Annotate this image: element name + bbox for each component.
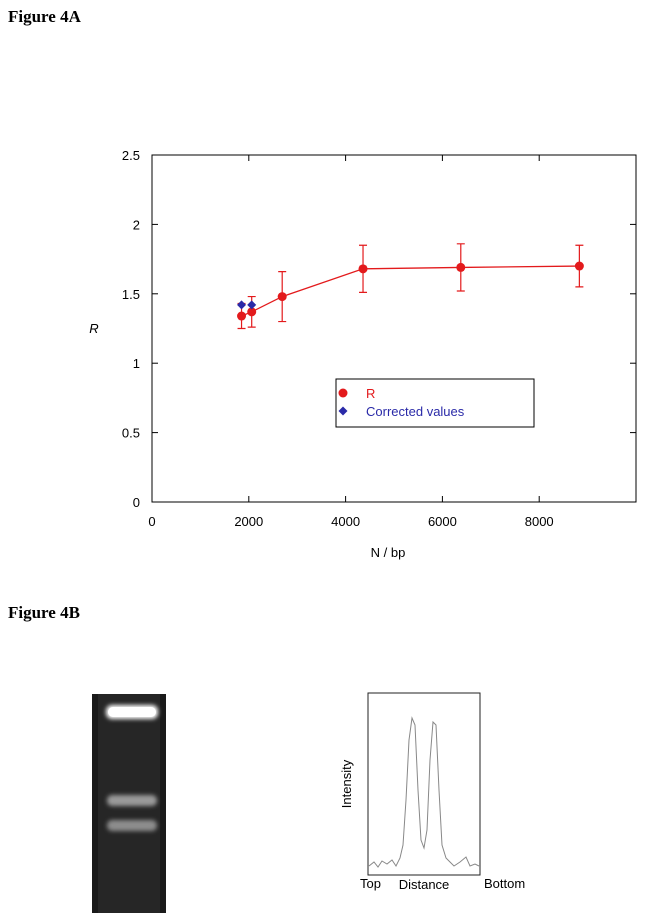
axis-end-label: Top [360,876,381,891]
figure-label: Figure 4A [8,7,82,26]
point [237,311,247,321]
point [237,300,247,310]
point [247,307,257,317]
x-tick-label: 4000 [331,514,360,529]
x-tick-label: 2000 [234,514,263,529]
chart: 0 0.5 1 1.5 2 2.5 0 2000 4000 6000 8000 R N / bp R Cor… [89,148,637,560]
x-axis-label: N / bp [371,545,406,560]
y-axis-label: Intensity [339,759,354,808]
point [456,262,466,272]
plot-frame [151,154,637,503]
gel-band [107,820,157,831]
legend-label: R [366,386,375,401]
y-tick-label: 0 [133,495,140,510]
y-tick-label: 0.5 [122,426,140,441]
profile-line [368,716,480,868]
legend-marker [338,388,348,398]
figure-label: Figure 4B [8,603,80,622]
point [277,292,287,302]
legend-label: Corrected values [366,404,465,419]
point [358,264,368,274]
y-axis-label: R [89,321,98,336]
x-tick-label: 6000 [428,514,457,529]
x-tick-label: 0 [148,514,155,529]
plot-frame [367,692,481,876]
gel-image [92,694,166,913]
y-tick-label: 1 [133,356,140,371]
legend-marker [338,406,348,416]
gel-band [107,795,157,806]
series-line [241,265,580,317]
x-tick-label: 8000 [525,514,554,529]
x-axis-label: Distance [399,877,450,892]
y-tick-label: 2.5 [122,148,140,163]
y-tick-label: 1.5 [122,287,140,302]
point [574,261,584,271]
gel-band [108,707,156,717]
y-tick-label: 2 [133,217,140,232]
intensity-profile: Intensity Top Distance Bottom [339,692,525,892]
legend-box [335,378,535,428]
axis-end-label: Bottom [484,876,525,891]
point [247,300,257,310]
